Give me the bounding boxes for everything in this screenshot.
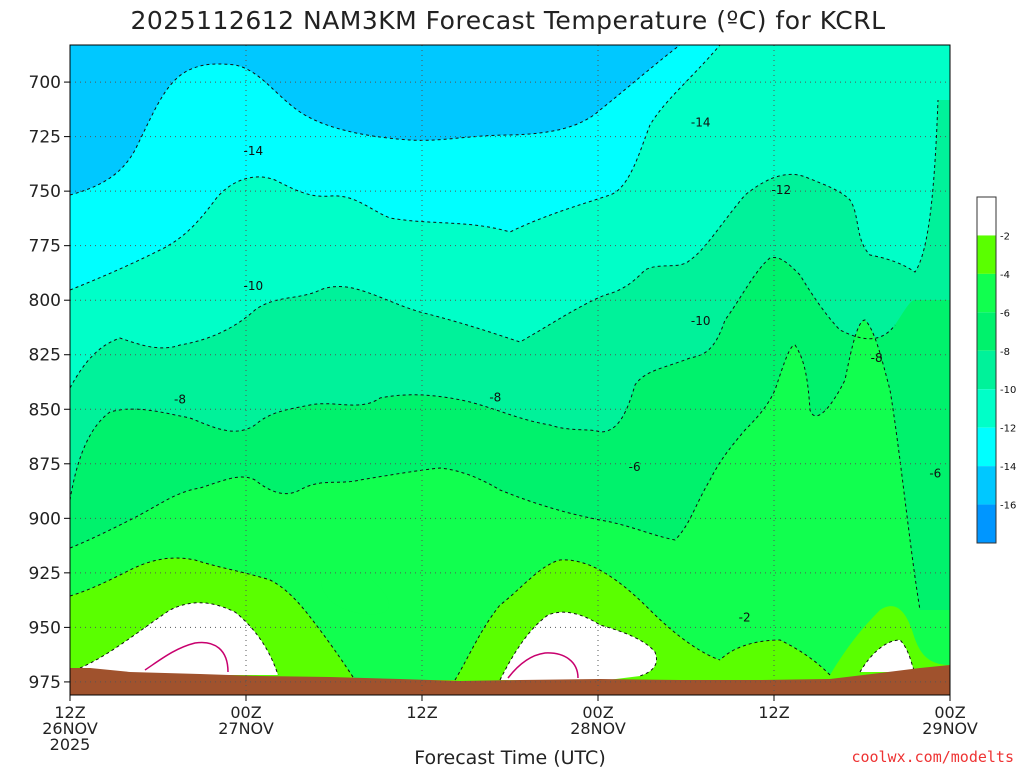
x-tick-label: 12Z xyxy=(758,703,789,722)
colorbar-swatch xyxy=(977,427,996,467)
y-tick-label: 750 xyxy=(29,182,61,202)
colorbar-swatch xyxy=(977,350,996,390)
zero-isotherm xyxy=(144,641,579,679)
colorbar-swatch xyxy=(977,504,996,543)
x-tick-label: 29NOV xyxy=(922,719,978,738)
chart-title: 2025112612 NAM3KM Forecast Temperature (… xyxy=(130,6,885,35)
grid-lines xyxy=(70,45,950,695)
colorbar-label: -4 xyxy=(1000,270,1010,281)
y-tick-label: 975 xyxy=(29,673,61,693)
y-tick-label: 925 xyxy=(29,564,61,584)
contour-labels: -14-14-12-10-10-10-8-8-8-8-6-6-6-2 xyxy=(174,116,941,625)
contour-label: -10 xyxy=(691,314,711,328)
y-tick-label: 725 xyxy=(29,128,61,148)
y-tick-label: 850 xyxy=(29,400,61,420)
y-tick-label: 825 xyxy=(29,346,61,366)
contour-minus-10 xyxy=(70,99,939,389)
colorbar-label: -16 xyxy=(1000,501,1016,512)
y-tick-label: 775 xyxy=(29,237,61,257)
colorbar-legend: -2 -4 -6 -8 -10 -12 -14 -16 xyxy=(976,196,1016,544)
colorbar-swatch xyxy=(977,197,996,236)
contour-label: -6 xyxy=(629,460,641,474)
terrain xyxy=(70,665,950,695)
x-tick-label: 00Z xyxy=(230,703,261,722)
x-tick-label: 28NOV xyxy=(570,719,626,738)
colorbar-label: -12 xyxy=(1000,424,1016,435)
colorbar-label: -10 xyxy=(1000,385,1016,396)
above-freezing-area-1 xyxy=(80,602,278,675)
contour-label: -6 xyxy=(929,467,941,481)
temperature-bands xyxy=(70,45,950,695)
contour-label: -8 xyxy=(174,393,186,407)
x-tick-label: 00Z xyxy=(934,703,965,722)
contour-minus-12 xyxy=(70,45,721,291)
colorbar-label: -14 xyxy=(1000,462,1016,473)
contour-label: -8 xyxy=(489,390,501,404)
contour-label: -14 xyxy=(244,144,264,158)
y-axis: 700 725 750 775 800 825 850 875 900 925 950 975 xyxy=(29,73,70,693)
contour-minus-8 xyxy=(70,256,896,501)
x-tick-label: 26NOV xyxy=(42,719,98,738)
y-tick-label: 800 xyxy=(29,291,61,311)
above-freezing-area-2 xyxy=(500,612,657,681)
y-tick-label: 875 xyxy=(29,455,61,475)
contour-lines xyxy=(70,45,939,681)
plot-border xyxy=(69,44,951,696)
x-tick-label: 00Z xyxy=(582,703,613,722)
x-axis-label: Forecast Time (UTC) xyxy=(414,747,605,768)
contour-label: -10 xyxy=(244,279,264,293)
zero-isotherm-2 xyxy=(507,652,579,679)
contour-label: -8 xyxy=(871,351,883,365)
x-tick-label: 12Z xyxy=(406,703,437,722)
x-tick-label: 27NOV xyxy=(218,719,274,738)
band-minus-4-to-minus-2-patch xyxy=(321,570,390,615)
plot-area: -14-14-12-10-10-10-8-8-8-8-6-6-6-2 xyxy=(70,45,950,695)
colorbar-label: -8 xyxy=(1000,347,1010,358)
contour-label: -14 xyxy=(691,116,711,130)
credit-text: coolwx.com/modelts xyxy=(851,748,1014,766)
y-tick-label: 950 xyxy=(29,618,61,638)
contour-label: -12 xyxy=(772,183,792,197)
colorbar-swatch xyxy=(977,273,996,313)
band-minus-2-to-0-c xyxy=(830,606,950,675)
x-tick-label: 2025 xyxy=(50,735,91,754)
colorbar-label: -2 xyxy=(1000,231,1010,242)
y-tick-label: 900 xyxy=(29,509,61,529)
colorbar-swatch xyxy=(977,312,996,351)
contour-label: -2 xyxy=(739,611,751,625)
above-freezing-area-3 xyxy=(860,640,915,672)
contour-minus-2 xyxy=(79,602,916,681)
colorbar-border xyxy=(976,196,997,544)
zero-isotherm-1 xyxy=(144,641,229,673)
colorbar-swatch xyxy=(977,389,996,428)
colorbar-swatch xyxy=(977,466,996,505)
contour-minus-6 xyxy=(70,319,921,611)
x-tick-label: 12Z xyxy=(54,703,85,722)
colorbar-label: -6 xyxy=(1000,308,1010,319)
contour-minus-4 xyxy=(70,557,831,681)
colorbar-swatch xyxy=(977,235,996,274)
y-tick-label: 700 xyxy=(29,73,61,93)
